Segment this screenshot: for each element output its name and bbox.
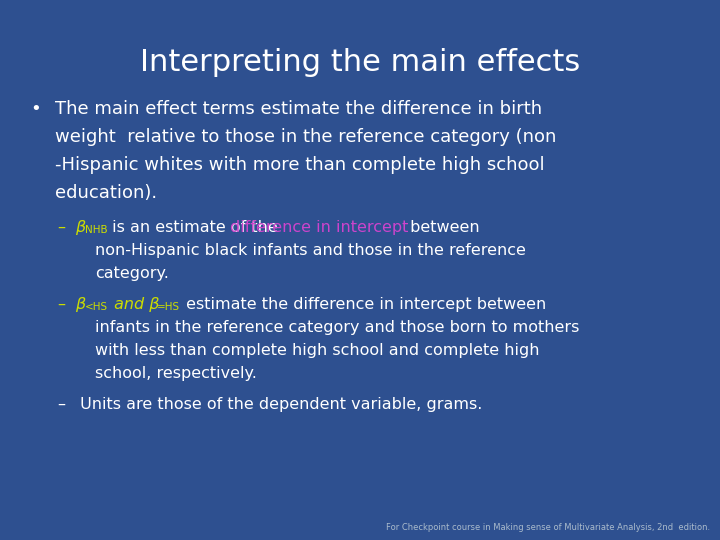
Text: =HS: =HS [157, 302, 180, 312]
Text: •: • [30, 100, 41, 118]
Text: between: between [405, 220, 480, 235]
Text: –: – [57, 297, 65, 312]
Text: is an estimate of the: is an estimate of the [107, 220, 283, 235]
Text: weight  relative to those in the reference category (non: weight relative to those in the referenc… [55, 128, 557, 146]
Text: with less than complete high school and complete high: with less than complete high school and … [95, 343, 539, 358]
Text: difference in intercept: difference in intercept [230, 220, 408, 235]
Text: infants in the reference category and those born to mothers: infants in the reference category and th… [95, 320, 580, 335]
Text: and β: and β [109, 297, 160, 312]
Text: –: – [57, 220, 65, 235]
Text: β: β [75, 297, 85, 312]
Text: estimate the difference in intercept between: estimate the difference in intercept bet… [181, 297, 546, 312]
Text: category.: category. [95, 266, 169, 281]
Text: Units are those of the dependent variable, grams.: Units are those of the dependent variabl… [75, 397, 482, 412]
Text: For Checkpoint course in Making sense of Multivariate Analysis, 2nd  edition.: For Checkpoint course in Making sense of… [386, 523, 710, 532]
Text: <HS: <HS [85, 302, 108, 312]
Text: -Hispanic whites with more than complete high school: -Hispanic whites with more than complete… [55, 156, 544, 174]
Text: Interpreting the main effects: Interpreting the main effects [140, 48, 580, 77]
Text: school, respectively.: school, respectively. [95, 366, 257, 381]
Text: NHB: NHB [85, 225, 107, 235]
Text: β: β [75, 220, 85, 235]
Text: education).: education). [55, 184, 157, 202]
Text: non-Hispanic black infants and those in the reference: non-Hispanic black infants and those in … [95, 243, 526, 258]
Text: The main effect terms estimate the difference in birth: The main effect terms estimate the diffe… [55, 100, 542, 118]
Text: –: – [57, 397, 65, 412]
